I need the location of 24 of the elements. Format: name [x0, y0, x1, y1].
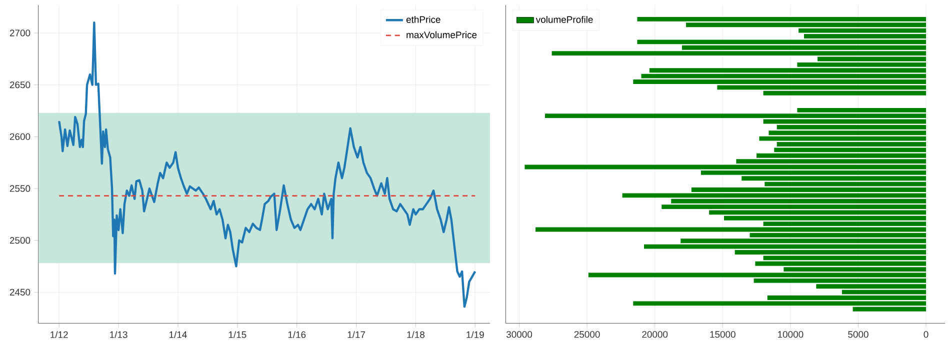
legend-label: ethPrice [406, 16, 440, 23]
x-tick-label: 1/14 [169, 331, 187, 338]
x-tick-label: 30000 [506, 331, 532, 338]
y-tick-label: 2700 [10, 30, 30, 36]
x-tick-label: 0 [924, 331, 928, 338]
y-tick-label: 2550 [10, 185, 30, 192]
x-tick-label: 1/13 [110, 331, 128, 338]
x-tick-label: 20000 [642, 331, 668, 338]
x-tick-label: 10000 [778, 331, 804, 338]
x-tick-label: 1/15 [228, 331, 246, 338]
y-tick-label: 2500 [10, 237, 30, 244]
y-tick-label: 2650 [10, 81, 30, 88]
x-tick-label: 1/16 [288, 331, 306, 338]
x-tick-label: 1/12 [50, 331, 68, 338]
legend-label: volumeProfile [536, 16, 593, 23]
x-tick-label: 15000 [710, 331, 736, 338]
x-tick-label: 1/19 [466, 331, 484, 338]
x-tick-label: 25000 [574, 331, 600, 338]
x-tick-label: 1/17 [348, 331, 366, 338]
x-tick-label: 5000 [848, 331, 868, 338]
y-tick-label: 2600 [10, 133, 30, 140]
x-tick-label: 1/18 [407, 331, 425, 338]
y-tick-label: 2450 [10, 288, 30, 296]
legend-label: maxVolumePrice [406, 31, 477, 38]
